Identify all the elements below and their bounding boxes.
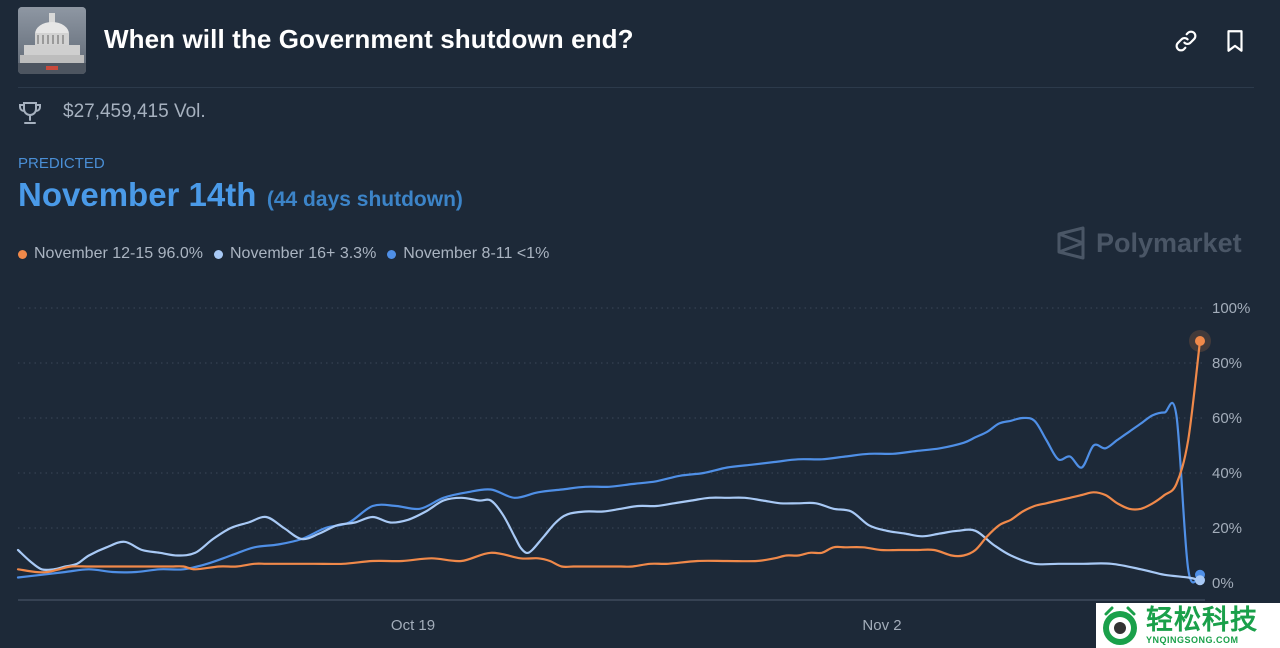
y-tick-label: 60% bbox=[1212, 410, 1242, 427]
y-tick-label: 0% bbox=[1212, 575, 1234, 592]
brand-name: Polymarket bbox=[1096, 227, 1242, 258]
series-line-november-8-11 bbox=[16, 401, 1202, 584]
trophy-icon bbox=[19, 102, 41, 124]
price-chart[interactable]: 100% 80% 60% 40% 20% 0% Oct 19 Nov 2 bbox=[0, 290, 1280, 648]
series-end-dot-november-16- bbox=[1195, 575, 1205, 586]
chart-legend: November 12-15 96.0% November 16+ 3.3% N… bbox=[18, 245, 560, 263]
y-tick-label: 20% bbox=[1212, 520, 1242, 537]
volume-text: $27,459,415 Vol. bbox=[63, 101, 206, 122]
watermark-en: YNQINGSONG.COM bbox=[1146, 635, 1239, 645]
series-line-november-12-15 bbox=[16, 339, 1202, 574]
legend-item-nov-16-plus[interactable]: November 16+ 3.3% bbox=[213, 245, 377, 263]
header-divider bbox=[18, 87, 1254, 88]
chart-series bbox=[16, 339, 1202, 584]
y-tick-label: 100% bbox=[1212, 300, 1250, 317]
legend-label: November 12-15 96.0% bbox=[34, 245, 203, 262]
market-title: When will the Government shutdown end? bbox=[104, 24, 634, 54]
legend-label: November 8-11 <1% bbox=[403, 245, 550, 262]
x-axis-ticks: Oct 19 Nov 2 bbox=[391, 617, 902, 634]
series-end-dot-november-12-15 bbox=[1195, 336, 1205, 346]
link-icon[interactable] bbox=[1173, 28, 1199, 54]
y-tick-label: 40% bbox=[1212, 465, 1242, 482]
watermark-logo-icon bbox=[1103, 606, 1137, 645]
market-thumbnail bbox=[18, 7, 86, 74]
predicted-value: November 14th bbox=[18, 176, 257, 213]
legend-dot bbox=[387, 249, 397, 259]
legend-dot bbox=[18, 249, 27, 259]
chart-end-markers bbox=[1189, 330, 1211, 586]
predicted-label: PREDICTED bbox=[18, 155, 105, 172]
y-axis-ticks: 100% 80% 60% 40% 20% 0% bbox=[1212, 300, 1250, 592]
legend-item-nov-12-15[interactable]: November 12-15 96.0% bbox=[18, 245, 203, 263]
x-tick-label: Oct 19 bbox=[391, 617, 435, 634]
legend-dot bbox=[213, 249, 223, 259]
y-tick-label: 80% bbox=[1212, 355, 1242, 372]
predicted-row: November 14th (44 days shutdown) bbox=[18, 176, 463, 214]
predicted-detail: (44 days shutdown) bbox=[266, 188, 463, 211]
capitol-building-image bbox=[18, 7, 86, 74]
series-line-november-16- bbox=[16, 496, 1202, 582]
bookmark-icon[interactable] bbox=[1222, 28, 1248, 54]
legend-item-nov-8-11[interactable]: November 8-11 <1% bbox=[387, 245, 549, 263]
x-tick-label: Nov 2 bbox=[862, 617, 901, 634]
polymarket-brand: Polymarket bbox=[1056, 226, 1242, 260]
legend-label: November 16+ 3.3% bbox=[229, 245, 377, 262]
watermark: 轻松科技 YNQINGSONG.COM bbox=[1096, 603, 1280, 648]
polymarket-logo-icon bbox=[1057, 226, 1085, 260]
watermark-cn: 轻松科技 bbox=[1146, 605, 1258, 635]
